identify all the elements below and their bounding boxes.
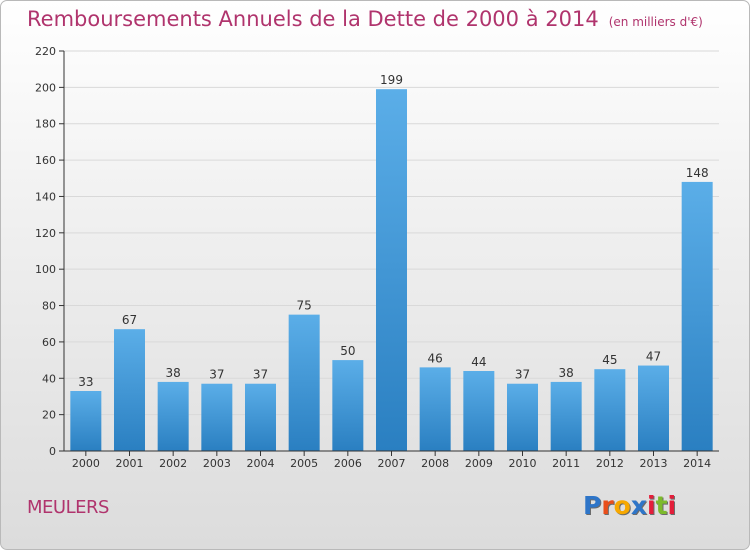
x-tick-label: 2004: [247, 457, 275, 470]
logo-letter: x: [630, 491, 647, 520]
data-label: 148: [686, 166, 709, 180]
logo-letter: P: [583, 491, 602, 520]
data-label: 38: [559, 366, 574, 380]
x-tick-label: 2012: [596, 457, 624, 470]
proxiti-logo: Proxiti: [583, 491, 676, 520]
y-tick-label: 220: [35, 45, 56, 58]
y-tick-label: 180: [35, 118, 56, 131]
bar: [594, 369, 626, 451]
y-tick-label: 200: [35, 81, 56, 94]
y-tick-label: 100: [35, 263, 56, 276]
labels: 0 20 40 60 80 100 120 140 160 180 200 220 33 2000 67 20…: [35, 45, 711, 470]
logo-letter: o: [613, 491, 631, 520]
data-label: 37: [253, 368, 268, 382]
x-tick-label: 2002: [159, 457, 187, 470]
chart-title-unit: (en milliers d'€): [608, 15, 703, 29]
bar: [550, 381, 582, 451]
x-tick-label: 2008: [421, 457, 449, 470]
x-tick-label: 2006: [334, 457, 362, 470]
logo-letter: t: [655, 491, 668, 520]
bar: [507, 383, 538, 451]
x-tick-label: 2000: [72, 457, 100, 470]
data-label: 38: [166, 366, 181, 380]
data-label: 33: [78, 375, 93, 389]
x-tick-label: 2011: [552, 457, 580, 470]
x-tick-label: 2009: [465, 457, 493, 470]
data-label: 44: [471, 355, 486, 369]
bar: [288, 314, 320, 451]
y-tick-label: 80: [42, 300, 56, 313]
data-label: 75: [297, 299, 312, 313]
data-label: 37: [209, 368, 224, 382]
x-tick-label: 2003: [203, 457, 231, 470]
y-tick-label: 120: [35, 227, 56, 240]
data-label: 37: [515, 368, 530, 382]
bar: [245, 383, 276, 451]
logo-letter: i: [647, 491, 656, 520]
bar: [332, 360, 364, 451]
data-label: 46: [428, 351, 443, 365]
bar: [419, 367, 451, 451]
bar: [638, 365, 669, 451]
bar: [157, 381, 189, 451]
x-tick-label: 2010: [509, 457, 537, 470]
y-tick-label: 20: [42, 409, 56, 422]
y-tick-label: 60: [42, 336, 56, 349]
x-tick-label: 2005: [290, 457, 318, 470]
bar: [463, 371, 495, 451]
bar: [70, 391, 102, 451]
data-label: 199: [380, 73, 403, 87]
x-tick-label: 2001: [116, 457, 144, 470]
x-tick-label: 2014: [683, 457, 711, 470]
data-label: 67: [122, 313, 137, 327]
chart-title-main: Remboursements Annuels de la Dette de 20…: [27, 7, 599, 31]
x-tick-label: 2013: [640, 457, 668, 470]
data-label: 45: [602, 353, 617, 367]
data-label: 47: [646, 350, 661, 364]
logo-letter: i: [667, 491, 677, 520]
bars: [70, 89, 713, 451]
logo-letter: r: [601, 491, 614, 520]
data-label: 50: [340, 344, 355, 358]
y-tick-label: 140: [35, 190, 56, 203]
axes: [59, 50, 719, 456]
y-tick-label: 40: [42, 372, 56, 385]
x-tick-label: 2007: [378, 457, 406, 470]
bar: [114, 329, 145, 451]
bar: [681, 181, 713, 451]
bar: [376, 89, 407, 451]
y-tick-label: 160: [35, 154, 56, 167]
town-name: MEULERS: [27, 497, 109, 518]
bar: [201, 383, 233, 451]
chart-title: Remboursements Annuels de la Dette de 20…: [27, 7, 703, 31]
y-tick-label: 0: [49, 445, 56, 458]
